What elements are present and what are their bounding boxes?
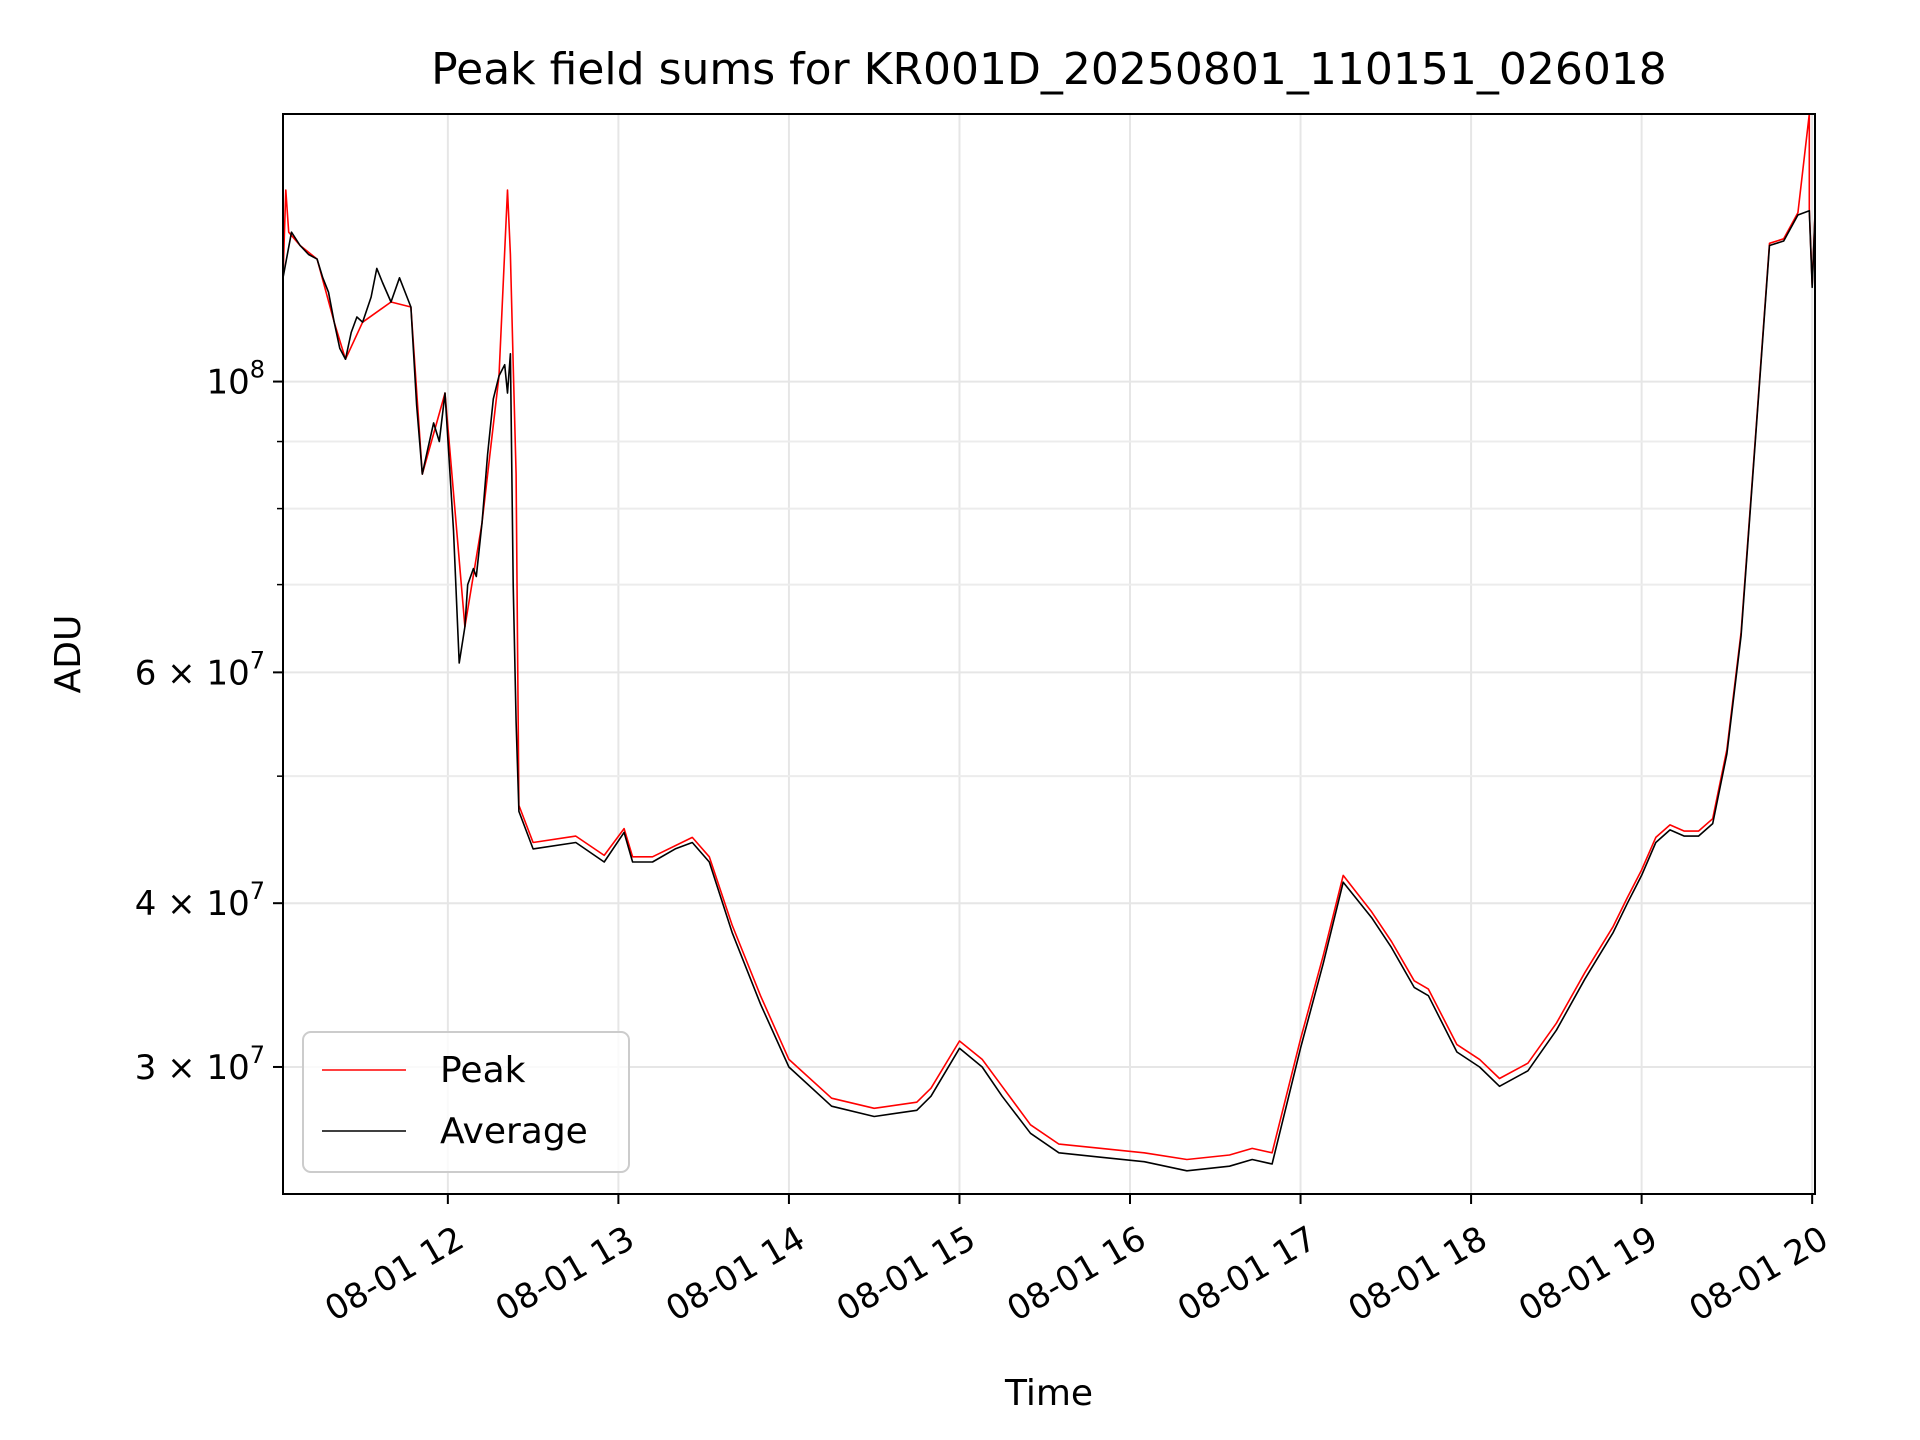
legend-box bbox=[302, 1031, 630, 1173]
series-layer bbox=[282, 113, 1816, 1172]
y-axis-label: ADU bbox=[48, 615, 89, 694]
series-line-average bbox=[282, 209, 1816, 1172]
y-tick-label: 3 × 107 bbox=[135, 1041, 265, 1088]
y-tick-label: 4 × 107 bbox=[135, 877, 265, 924]
legend: Peak Average bbox=[302, 1031, 630, 1173]
y-tick-label: 6 × 107 bbox=[135, 646, 265, 693]
y-tick-label: 108 bbox=[206, 356, 265, 403]
legend-label-peak: Peak bbox=[440, 1050, 526, 1091]
y-axis: 3 × 107 4 × 107 6 × 107 108 bbox=[135, 356, 283, 1088]
series-line-peak bbox=[282, 113, 1816, 1161]
plot-area bbox=[283, 114, 1815, 1194]
legend-label-average: Average bbox=[440, 1111, 588, 1152]
chart-title: Peak field sums for KR001D_20250801_1101… bbox=[431, 44, 1667, 95]
plot-frame bbox=[282, 113, 1816, 1195]
grid bbox=[283, 114, 1815, 1194]
x-axis-label: Time bbox=[1004, 1373, 1093, 1414]
